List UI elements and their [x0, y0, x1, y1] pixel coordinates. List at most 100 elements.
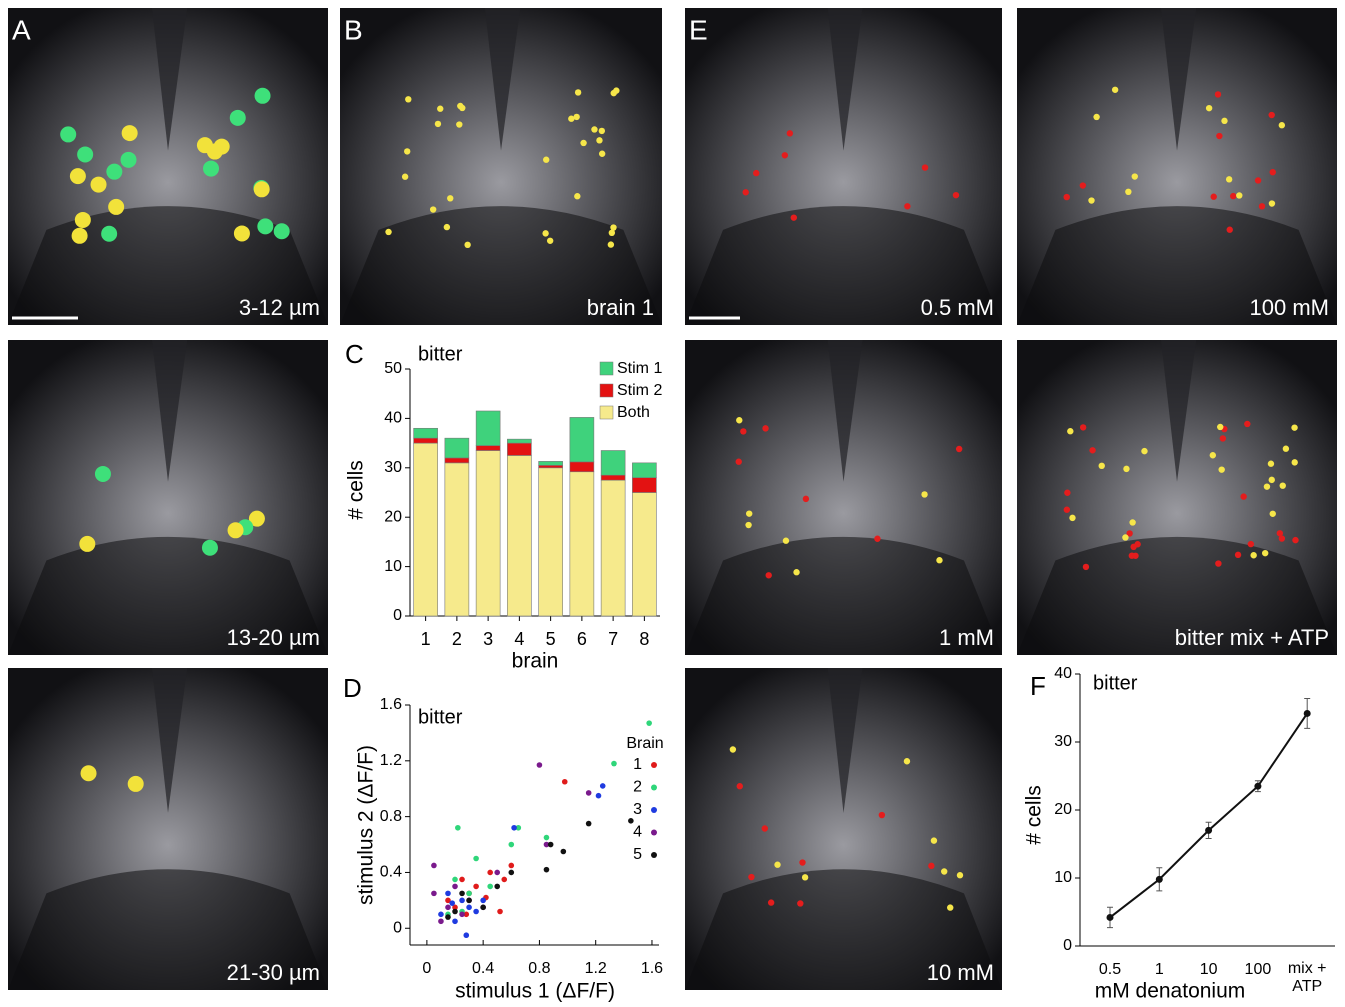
- legend-label: Both: [617, 404, 650, 421]
- scatter-point: [438, 911, 444, 918]
- cell-marker: [1219, 435, 1227, 442]
- bar-segment: [538, 461, 563, 466]
- y-tick-label: 0.8: [380, 808, 402, 825]
- cell-marker: [1267, 460, 1275, 467]
- cell-marker: [735, 458, 742, 465]
- cell-marker: [201, 539, 218, 556]
- cell-marker: [921, 491, 928, 498]
- bar-segment: [444, 457, 470, 464]
- cell-marker: [447, 195, 454, 202]
- y-tick-label: 50: [384, 360, 402, 377]
- cell-marker: [464, 241, 471, 249]
- cell-marker: [429, 206, 437, 213]
- cell-marker: [456, 121, 463, 128]
- cell-marker: [257, 218, 274, 235]
- x-tick-label: 0: [422, 960, 431, 977]
- cell-marker: [607, 241, 615, 248]
- x-tick-label: 1: [421, 629, 431, 649]
- cell-marker: [936, 557, 943, 564]
- data-point: [1155, 875, 1163, 883]
- cell-marker: [80, 765, 97, 782]
- cell-marker: [1278, 122, 1286, 129]
- cell-marker: [930, 837, 938, 844]
- cell-marker: [108, 198, 125, 215]
- x-tick-label: 100: [1245, 961, 1272, 978]
- scatter-point: [445, 914, 451, 920]
- panel-letter: A: [12, 14, 31, 45]
- scatter-point: [585, 790, 592, 796]
- cell-marker: [748, 873, 755, 881]
- cell-marker: [1240, 493, 1247, 500]
- x-tick-label: 8: [639, 629, 649, 649]
- y-tick-label: 30: [384, 459, 402, 476]
- cell-marker: [1069, 514, 1076, 522]
- cell-marker: [69, 168, 86, 185]
- cell-marker: [874, 535, 881, 542]
- scatter-point: [585, 820, 592, 827]
- scatter-point: [494, 869, 501, 876]
- cell-marker: [921, 164, 929, 171]
- scatter-point: [515, 824, 522, 831]
- scatter-point: [452, 876, 458, 883]
- cell-marker: [1250, 552, 1257, 559]
- x-axis-label: mM denatonium: [1095, 980, 1246, 1003]
- scatter-point: [431, 890, 437, 897]
- cell-marker: [1098, 462, 1105, 470]
- y-tick-label: 40: [384, 410, 402, 427]
- x-tick-label: 1.2: [585, 960, 607, 977]
- legend-dot: [651, 807, 657, 813]
- data-point: [1303, 709, 1311, 717]
- bar-segment: [632, 477, 657, 493]
- scatter-point: [543, 834, 550, 841]
- image-shadow: [8, 536, 328, 655]
- x-tick-label: 2: [452, 629, 462, 649]
- bar-segment: [475, 445, 501, 451]
- scatter-point: [466, 890, 472, 897]
- cell-marker: [1131, 173, 1138, 180]
- cell-marker: [610, 89, 617, 97]
- legend-dot: [651, 762, 657, 768]
- image-notch: [1161, 340, 1197, 482]
- cell-marker: [736, 783, 743, 790]
- cell-marker: [1221, 117, 1228, 125]
- image-notch: [484, 8, 521, 151]
- x-tick-label: 0.5: [1099, 961, 1121, 978]
- scatter-point: [452, 904, 458, 911]
- scatter-point: [438, 918, 444, 925]
- y-tick-label: 0: [393, 607, 402, 624]
- cell-marker: [1141, 447, 1148, 455]
- cell-marker: [598, 127, 606, 135]
- image-notch: [827, 340, 863, 482]
- cell-marker: [573, 113, 580, 121]
- cell-marker: [546, 237, 554, 244]
- image-shadow: [685, 536, 1002, 655]
- bar-segment: [569, 471, 595, 617]
- x-axis-label: brain: [512, 650, 559, 673]
- cell-marker: [1218, 466, 1225, 473]
- image-caption: brain 1: [587, 295, 654, 320]
- cell-marker: [1279, 482, 1286, 489]
- scatter-point: [547, 841, 554, 848]
- cell-marker: [903, 758, 911, 765]
- cell-marker: [1276, 530, 1284, 537]
- cell-marker: [1123, 465, 1130, 473]
- cell-marker: [1122, 534, 1129, 541]
- y-tick-label: 20: [384, 508, 402, 525]
- cell-marker: [1217, 423, 1224, 431]
- scatter-point: [611, 760, 617, 767]
- cell-marker: [1079, 182, 1087, 189]
- cell-marker: [385, 228, 392, 236]
- cell-marker: [74, 211, 91, 228]
- scatter-point: [480, 897, 486, 904]
- x-tick-label: 10: [1200, 961, 1218, 978]
- cell-marker: [1268, 111, 1275, 119]
- image-shadow: [8, 869, 328, 990]
- cell-marker: [1125, 188, 1132, 196]
- cell-marker: [753, 169, 760, 177]
- bar-segment: [538, 465, 563, 469]
- x-tick-label: 1: [1155, 961, 1164, 978]
- cell-marker: [1278, 535, 1286, 542]
- bar-segment: [600, 474, 626, 481]
- cell-marker: [60, 126, 77, 143]
- scatter-point: [452, 908, 458, 915]
